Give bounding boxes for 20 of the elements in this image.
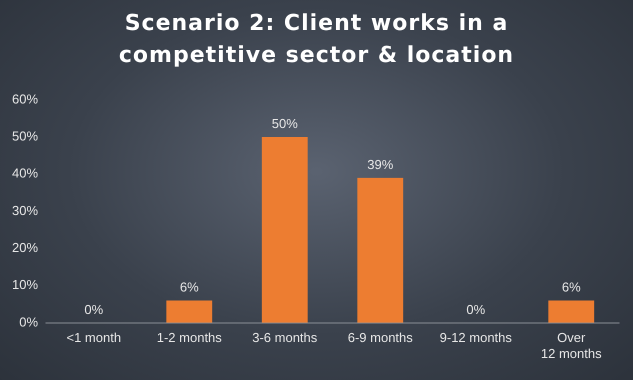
x-tick-label: Over 12 months	[540, 330, 602, 361]
y-tick-label: 20%	[12, 240, 38, 256]
x-tick-label: 3-6 months	[252, 330, 318, 346]
chart-title: Scenario 2: Client works in a competitive sector & location	[118, 10, 516, 70]
x-tick-label: <1 month	[66, 330, 122, 346]
data-label: 0%	[84, 302, 104, 317]
y-tick-label: 10%	[12, 277, 38, 292]
data-label: 50%	[272, 116, 298, 132]
data-label: 39%	[367, 156, 394, 172]
x-tick-label: 9-12 months	[440, 330, 512, 346]
y-tick-label: 50%	[12, 128, 38, 144]
data-label: 6%	[562, 280, 582, 295]
y-tick-label: 0%	[19, 314, 38, 330]
x-tick-label: 1-2 months	[156, 330, 222, 346]
data-label: 0%	[466, 302, 486, 317]
y-tick-label: 40%	[12, 166, 38, 181]
data-label: 6%	[180, 280, 200, 295]
y-tick-label: 60%	[12, 91, 38, 106]
y-tick-label: 30%	[12, 202, 38, 218]
x-tick-label: 6-9 months	[348, 330, 414, 346]
